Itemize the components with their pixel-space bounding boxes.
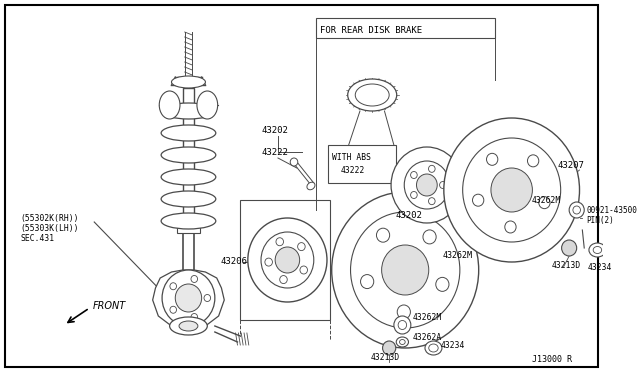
Circle shape	[290, 158, 298, 166]
Circle shape	[429, 165, 435, 172]
Ellipse shape	[170, 317, 207, 335]
Bar	[177, 215, 200, 233]
Circle shape	[486, 153, 498, 165]
Text: 43207: 43207	[558, 160, 585, 170]
Ellipse shape	[429, 344, 438, 352]
Circle shape	[562, 240, 577, 256]
Circle shape	[381, 245, 429, 295]
Circle shape	[298, 243, 305, 251]
Ellipse shape	[161, 125, 216, 141]
Text: SEC.431: SEC.431	[20, 234, 55, 243]
Text: 43202: 43202	[261, 125, 288, 135]
Text: 43262M: 43262M	[531, 196, 561, 205]
Text: 43262M: 43262M	[443, 250, 473, 260]
Circle shape	[397, 305, 410, 319]
Circle shape	[491, 168, 532, 212]
Circle shape	[162, 270, 215, 326]
Circle shape	[440, 182, 446, 189]
Circle shape	[539, 197, 550, 209]
Text: 43222: 43222	[261, 148, 288, 157]
Circle shape	[275, 247, 300, 273]
Ellipse shape	[396, 337, 408, 347]
Circle shape	[191, 314, 198, 321]
Circle shape	[394, 316, 411, 334]
Circle shape	[444, 118, 579, 262]
Ellipse shape	[348, 79, 397, 111]
Text: 43234: 43234	[441, 340, 465, 350]
Circle shape	[248, 218, 327, 302]
Text: PIN(2): PIN(2)	[586, 215, 614, 224]
Circle shape	[191, 276, 198, 282]
Circle shape	[472, 194, 484, 206]
Ellipse shape	[589, 243, 606, 257]
Circle shape	[569, 202, 584, 218]
Bar	[183, 88, 194, 230]
Ellipse shape	[425, 341, 442, 355]
Ellipse shape	[197, 91, 218, 119]
Circle shape	[398, 321, 406, 330]
Text: 43202: 43202	[396, 211, 422, 219]
Circle shape	[411, 171, 417, 179]
Ellipse shape	[161, 147, 216, 163]
Circle shape	[204, 295, 211, 301]
Circle shape	[429, 198, 435, 205]
Bar	[328, 145, 396, 183]
Ellipse shape	[355, 84, 389, 106]
Circle shape	[300, 266, 307, 274]
Text: J13000 R: J13000 R	[532, 356, 572, 365]
Circle shape	[280, 276, 287, 283]
Circle shape	[527, 155, 539, 167]
Circle shape	[505, 221, 516, 233]
Text: FRONT: FRONT	[92, 301, 125, 311]
Ellipse shape	[307, 182, 315, 190]
Circle shape	[423, 230, 436, 244]
Circle shape	[265, 258, 273, 266]
Bar	[316, 18, 495, 38]
Text: 43213D: 43213D	[551, 260, 580, 269]
Text: FOR REAR DISK BRAKE: FOR REAR DISK BRAKE	[321, 26, 422, 35]
Text: (55303K(LH)): (55303K(LH))	[20, 224, 79, 232]
Text: 43202: 43202	[332, 257, 358, 266]
Circle shape	[276, 238, 284, 246]
Ellipse shape	[161, 213, 216, 229]
Ellipse shape	[161, 103, 216, 119]
Circle shape	[411, 192, 417, 199]
Text: 43222: 43222	[341, 166, 365, 174]
Circle shape	[436, 278, 449, 291]
Ellipse shape	[161, 169, 216, 185]
Text: 43262A: 43262A	[413, 334, 442, 343]
Ellipse shape	[593, 247, 602, 253]
Text: WITH ABS: WITH ABS	[332, 153, 371, 161]
Ellipse shape	[161, 191, 216, 207]
Circle shape	[383, 341, 396, 355]
Circle shape	[573, 206, 580, 214]
Circle shape	[360, 275, 374, 289]
Ellipse shape	[172, 76, 205, 88]
Circle shape	[170, 306, 177, 313]
Circle shape	[417, 174, 437, 196]
Text: 43206: 43206	[221, 257, 248, 266]
Ellipse shape	[179, 321, 198, 331]
Circle shape	[175, 284, 202, 312]
Polygon shape	[153, 270, 224, 326]
Text: 43234: 43234	[588, 263, 612, 273]
Circle shape	[351, 212, 460, 328]
Text: 43262M: 43262M	[413, 314, 442, 323]
Text: 43213D: 43213D	[371, 353, 399, 362]
Circle shape	[261, 232, 314, 288]
Circle shape	[463, 138, 561, 242]
Ellipse shape	[399, 340, 405, 344]
Circle shape	[170, 283, 177, 290]
Bar	[240, 200, 330, 320]
Circle shape	[404, 161, 449, 209]
Text: (55302K(RH)): (55302K(RH))	[20, 214, 79, 222]
Text: 00921-43500: 00921-43500	[586, 205, 637, 215]
Circle shape	[332, 192, 479, 348]
Circle shape	[391, 147, 463, 223]
Ellipse shape	[159, 91, 180, 119]
Circle shape	[376, 228, 390, 242]
